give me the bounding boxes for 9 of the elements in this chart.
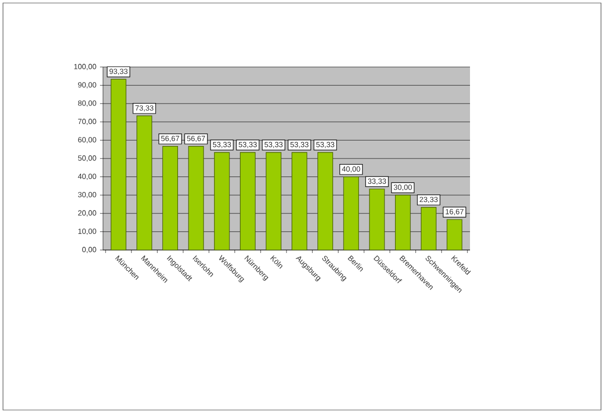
bar [420,207,436,250]
bar [317,152,334,250]
bar [292,152,308,250]
bar [136,116,152,250]
bar [446,219,462,250]
bar [369,188,385,250]
bar [240,152,256,250]
bar [214,152,230,250]
bar [266,152,282,250]
